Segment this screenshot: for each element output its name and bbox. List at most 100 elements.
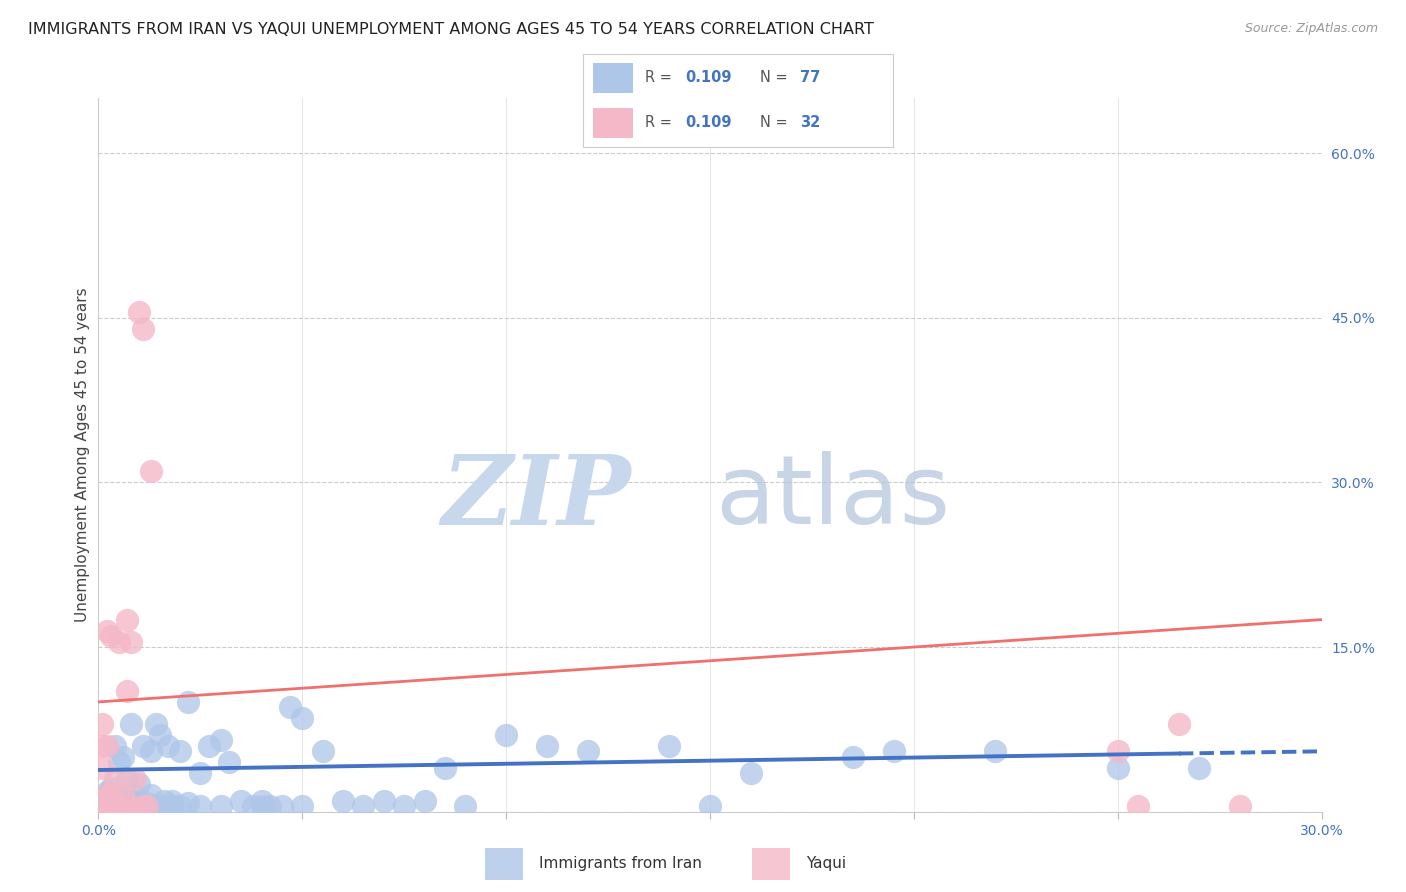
Point [100,629,122,643]
Point [111,801,134,815]
Point [169,744,191,758]
Point [883,744,905,758]
Point [141,464,163,478]
Point [91,761,114,775]
Point [156,739,179,753]
Point [259,799,281,814]
Point [104,772,127,786]
Point [699,799,721,814]
Text: atlas: atlas [714,451,950,544]
Point [188,799,212,814]
Point [1128,799,1150,814]
Point [177,796,200,810]
Point [1229,799,1251,814]
Point [291,799,314,814]
Point [96,799,118,814]
Point [1188,761,1211,775]
Point [132,799,155,814]
Point [145,717,167,731]
Point [209,799,232,814]
FancyBboxPatch shape [485,848,523,880]
Point [270,799,294,814]
Point [152,799,174,814]
Point [100,799,122,814]
Point [841,749,863,764]
Point [124,789,146,803]
Point [495,728,517,742]
Point [115,613,138,627]
Point [104,739,127,753]
Point [128,305,150,319]
Point [740,766,762,780]
Point [115,772,138,786]
Text: 32: 32 [800,115,820,130]
Point [120,799,142,814]
Point [120,794,142,808]
Point [115,799,138,814]
FancyBboxPatch shape [593,108,633,138]
Point [96,624,118,638]
Point [197,739,219,753]
Point [576,744,599,758]
Point [111,796,134,810]
Text: 77: 77 [800,70,820,86]
Text: R =: R = [645,115,676,130]
Point [104,789,127,803]
Text: Immigrants from Iran: Immigrants from Iran [538,855,702,871]
Point [152,794,174,808]
Point [124,772,146,786]
Point [120,717,142,731]
Point [128,794,150,808]
Point [111,789,134,803]
Y-axis label: Unemployment Among Ages 45 to 54 years: Unemployment Among Ages 45 to 54 years [75,287,90,623]
Point [132,739,155,753]
Point [658,739,681,753]
Point [1167,717,1189,731]
Point [100,789,122,803]
Point [160,794,183,808]
Point [218,756,240,770]
Point [108,634,131,648]
Point [149,801,172,815]
Point [231,794,253,808]
Point [332,794,354,808]
Point [209,733,232,747]
Point [373,794,395,808]
Point [169,799,191,814]
Point [91,794,114,808]
Point [291,711,314,725]
Point [413,794,436,808]
Text: IMMIGRANTS FROM IRAN VS YAQUI UNEMPLOYMENT AMONG AGES 45 TO 54 YEARS CORRELATION: IMMIGRANTS FROM IRAN VS YAQUI UNEMPLOYME… [28,22,875,37]
Point [454,799,477,814]
Point [115,684,138,698]
FancyBboxPatch shape [593,63,633,93]
Point [111,749,134,764]
Point [104,799,127,814]
Point [149,728,172,742]
Text: N =: N = [759,115,792,130]
Point [100,780,122,795]
Point [96,801,118,815]
Point [188,766,212,780]
Point [392,799,416,814]
Point [984,744,1007,758]
Point [104,803,127,817]
Point [177,695,200,709]
Point [312,744,335,758]
Point [141,789,163,803]
Point [91,799,114,814]
Point [108,791,131,805]
Point [250,799,273,814]
Point [434,761,457,775]
Point [352,799,374,814]
Point [278,700,301,714]
Text: Source: ZipAtlas.com: Source: ZipAtlas.com [1244,22,1378,36]
Text: 0.109: 0.109 [686,70,733,86]
Point [108,799,131,814]
Point [91,799,114,814]
Point [91,739,114,753]
Text: ZIP: ZIP [441,450,630,545]
Point [136,799,159,814]
Point [120,634,142,648]
Point [160,799,183,814]
